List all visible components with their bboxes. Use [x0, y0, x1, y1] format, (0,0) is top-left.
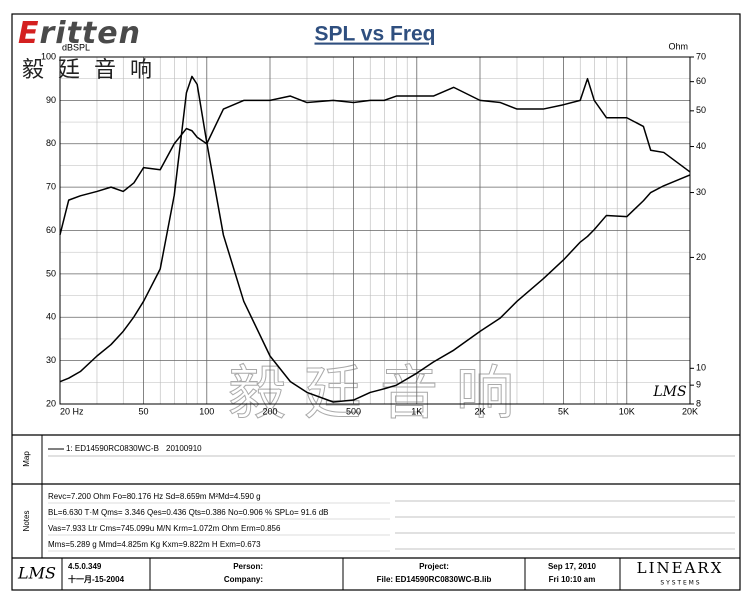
x-tick-label: 2K — [474, 406, 485, 416]
y2-tick-label: 10 — [696, 363, 706, 373]
y-tick-label: 30 — [46, 355, 56, 365]
y-tick-label: 60 — [46, 225, 56, 235]
footer: LMS 4.5.0.349 十一月-15-2004 Person: Compan… — [17, 558, 724, 590]
notes: Revc=7.200 Ohm Fo=80.176 Hz Sd=8.659m M²… — [48, 492, 735, 552]
legend-entry: 1: ED14590RC0830WC-B — [66, 444, 159, 453]
note-line: Revc=7.200 Ohm Fo=80.176 Hz Sd=8.659m M²… — [48, 492, 261, 501]
note-line: Vas=7.933 Ltr Cms=745.099u M/N Krm=1.072… — [48, 524, 281, 533]
logo-cn: 毅廷音响 — [22, 58, 167, 83]
y-tick-label: 70 — [46, 182, 56, 192]
y-tick-label: 100 — [41, 51, 56, 61]
x-tick-label: 20 Hz — [60, 406, 84, 416]
y2-tick-label: 9 — [696, 380, 701, 390]
x-tick-label: 20K — [682, 406, 698, 416]
brand-sub: S Y S T E M S — [660, 580, 699, 587]
y2-axis-label: Ohm — [668, 41, 688, 51]
file-name: File: ED14590RC0830WC-B.lib — [377, 575, 492, 584]
logo: Eritten — [18, 16, 141, 51]
legend-date: 20100910 — [166, 444, 202, 453]
plot: 毅廷音响 20 Hz 50 100 200 500 1K 2K 5K 10K 20K 20 30 40 50… — [41, 41, 706, 427]
software-logo: LMS — [17, 564, 56, 583]
x-tick-label: 10K — [619, 406, 635, 416]
y2-tick-label: 70 — [696, 51, 706, 61]
outer-frame — [11, 13, 741, 591]
watermark: 毅廷音响 — [228, 359, 532, 427]
chart-badge: LMS — [652, 384, 686, 400]
company-label: Company: — [224, 575, 263, 584]
y-tick-label: 80 — [46, 138, 56, 148]
x-tick-label: 500 — [346, 406, 361, 416]
y-tick-label: 20 — [46, 398, 56, 408]
y-tick-label: 90 — [46, 95, 56, 105]
y2-tick-label: 60 — [696, 76, 706, 86]
y2-tick-label: 40 — [696, 141, 706, 151]
series-line — [59, 77, 691, 236]
time: Fri 10:10 am — [549, 575, 596, 584]
plot-frame — [59, 56, 691, 405]
x-tick-label: 200 — [262, 406, 277, 416]
y2-tick-label: 50 — [696, 105, 706, 115]
panel-label: Notes — [22, 511, 31, 532]
note-line: Mms=5.289 g Mmd=4.825m Kg Kxm=9.822m H E… — [48, 540, 261, 549]
chart-title: SPL vs Freq — [315, 23, 436, 46]
y-axis-label: dBSPL — [62, 42, 90, 52]
y-tick-label: 40 — [46, 312, 56, 322]
date: Sep 17, 2010 — [548, 562, 597, 571]
series-line — [59, 75, 691, 403]
x-tick-label: 100 — [199, 406, 214, 416]
y2-tick-label: 8 — [696, 398, 701, 408]
y2-tick-label: 30 — [696, 187, 706, 197]
y-tick-label: 50 — [46, 268, 56, 278]
build-date: 十一月-15-2004 — [68, 574, 125, 584]
brand: LINEARX — [637, 559, 724, 577]
x-tick-label: 50 — [139, 406, 149, 416]
note-line: BL=6.630 T·M Qms= 3.346 Qes=0.436 Qts=0.… — [48, 508, 328, 517]
panel-label: Map — [22, 451, 31, 467]
x-tick-label: 5K — [558, 406, 569, 416]
project-label: Project: — [419, 562, 449, 571]
version: 4.5.0.349 — [68, 562, 102, 571]
person-label: Person: — [233, 562, 263, 571]
x-tick-label: 1K — [411, 406, 422, 416]
y2-tick-label: 20 — [696, 252, 706, 262]
